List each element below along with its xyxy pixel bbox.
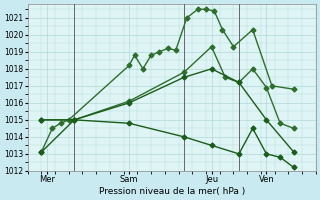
X-axis label: Pression niveau de la mer( hPa ): Pression niveau de la mer( hPa ) [99,187,245,196]
